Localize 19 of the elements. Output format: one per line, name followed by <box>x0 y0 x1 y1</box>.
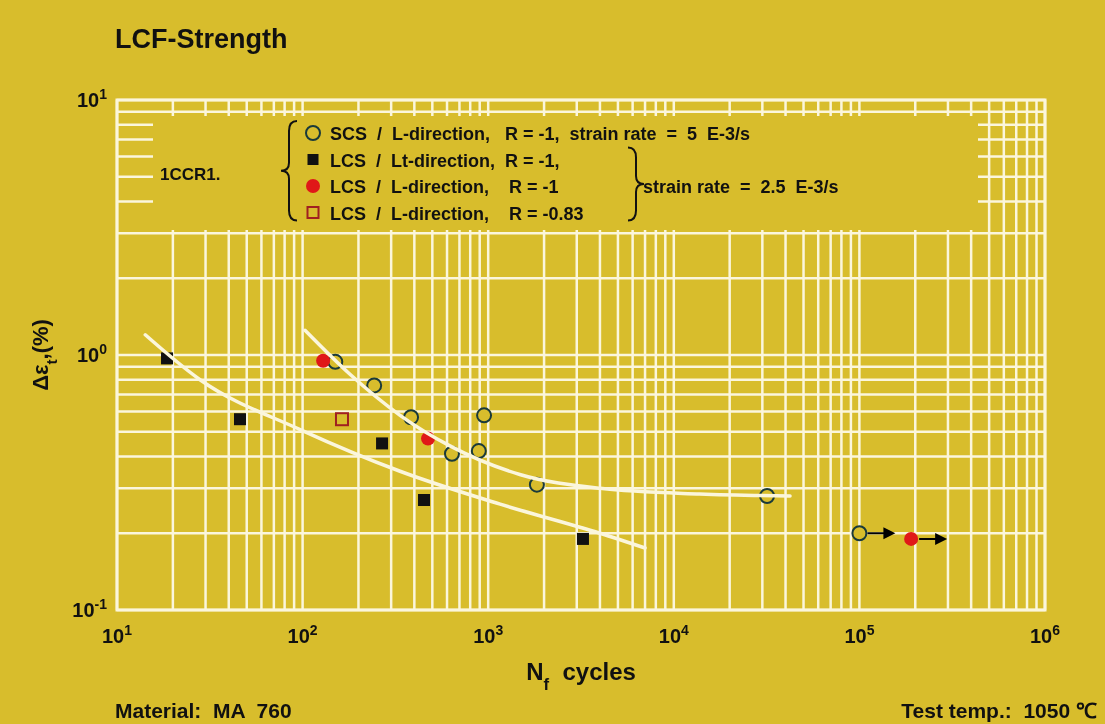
legend-title: 1CCR1. <box>160 164 221 184</box>
y-tick-label: 10$^{-1}$ <box>72 596 108 621</box>
x-tick-label: 10$^{5}$ <box>844 622 875 647</box>
x-tick-label: 10$^{3}$ <box>473 622 504 647</box>
legend-label: LCS / L-direction, R = -0.83 <box>330 203 584 224</box>
x-axis-title: N$_{f}$ cycles <box>526 658 636 694</box>
y-tick-label: 10$^{0}$ <box>76 341 108 366</box>
x-tick-label: 10$^{2}$ <box>287 622 318 647</box>
x-tick-label: 10$^{6}$ <box>1029 622 1061 647</box>
text: Test temp.: 1050 ℃ <box>901 699 1097 722</box>
text: Material: MA 760 <box>115 699 292 722</box>
annotation: strain rate = 2.5 E-3/s <box>643 177 839 197</box>
legend-label: SCS / L-direction, R = -1, strain rate = 5 E-3/s <box>330 124 751 144</box>
legend-label: LCS / Lt-direction, R = -1, <box>330 150 560 171</box>
x-tick-label: 10$^{1}$ <box>101 622 133 647</box>
y-tick-label: 10$^{1}$ <box>76 86 108 111</box>
legend-label: LCS / L-direction, R = -1 <box>330 177 559 197</box>
x-tick-label: 10$^{4}$ <box>658 622 690 647</box>
chart-title: LCF-Strength <box>115 24 288 54</box>
